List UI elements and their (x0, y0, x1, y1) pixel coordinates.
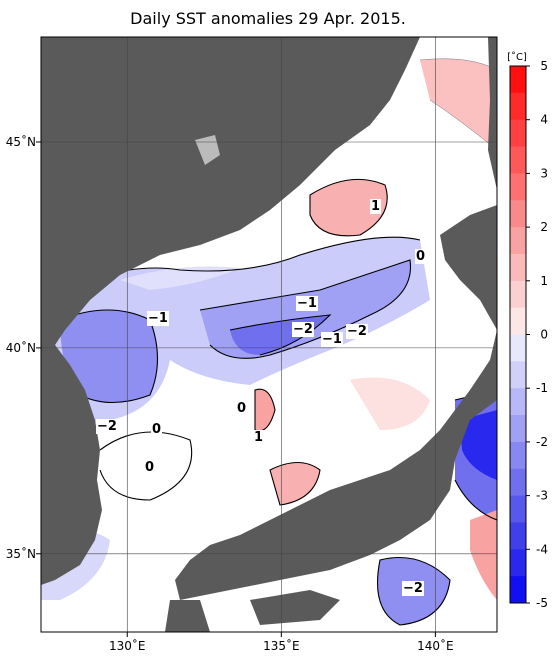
x-tick-label: 140˚E (417, 638, 454, 653)
contour-label-bg (236, 401, 248, 416)
contour-label-bg (346, 324, 368, 339)
colorbar-tick-label: 5 (540, 59, 548, 73)
x-tick-label: 135˚E (263, 638, 300, 653)
colorbar-tick-label: 0 (540, 328, 548, 342)
colorbar-band (510, 119, 526, 148)
colorbar-band (510, 227, 526, 255)
contour-label: 1 (371, 199, 380, 214)
anomaly-field (41, 58, 497, 625)
contour-label: 0 (145, 460, 154, 475)
map-panel: 1 0 −1 −1 −2 −1 −2 −2 0 1 0 0 −2 −2 (41, 37, 497, 632)
colorbar-tick-label: -1 (536, 381, 548, 395)
colorbar-band (510, 549, 526, 577)
colorbar-band (510, 280, 526, 309)
contour-label: 1 (254, 430, 263, 445)
colorbar-band (510, 576, 526, 604)
colorbar-band (510, 495, 526, 523)
colorbar-tick-label: 4 (540, 113, 548, 127)
contour-label: −2 (97, 419, 117, 434)
contour-label-bg (147, 311, 169, 326)
contour-label-bg (144, 460, 156, 475)
contour-label: −1 (297, 296, 317, 311)
x-tick-label: 130˚E (109, 638, 146, 653)
contour-label: 0 (152, 422, 161, 437)
contour-label-bg (292, 322, 314, 337)
contour-label: −2 (347, 324, 367, 339)
y-tick-label: 45˚N (6, 134, 36, 149)
contour-label-bg (96, 419, 118, 434)
contour-label: 0 (416, 249, 425, 264)
contour-label-bg (370, 199, 382, 214)
colorbar-band (510, 361, 526, 389)
colorbar-band (510, 415, 526, 443)
contour-label: −1 (322, 332, 342, 347)
colorbar-unit: [˚C] (507, 51, 527, 63)
graticule (41, 37, 497, 632)
colorbar-band (510, 441, 526, 470)
colorbar-band (510, 307, 526, 335)
contour-label-bg (321, 332, 343, 347)
colorbar-tick-label: -3 (536, 489, 548, 503)
contour-label: −2 (293, 322, 313, 337)
colorbar-tick-label: -4 (536, 542, 548, 556)
contour-label-bg (253, 430, 265, 445)
map-frame (40, 36, 498, 633)
colorbar-band (510, 92, 526, 121)
colorbar-band (510, 173, 526, 201)
contour-label-bg (151, 422, 163, 437)
land (41, 37, 497, 632)
contour-labels: 1 0 −1 −1 −2 −1 −2 −2 0 1 0 0 −2 −2 (96, 199, 427, 596)
colorbar-tick-label: 1 (540, 274, 548, 288)
contour-label: −1 (148, 311, 168, 326)
y-tick-label: 35˚N (6, 546, 36, 561)
colorbar-band (510, 522, 526, 550)
contour-label-bg (415, 249, 427, 264)
colorbar-tick-label: 3 (540, 166, 548, 180)
colorbar-tick-label: 2 (540, 220, 548, 234)
colorbar-band (510, 146, 526, 174)
contour-label: 0 (237, 401, 246, 416)
colorbar-band (510, 200, 526, 228)
colorbar: 5 4 3 2 1 0 -1 -2 -3 -4 -5 (509, 59, 548, 610)
colorbar-band (510, 66, 526, 94)
colorbar-tick-label: -5 (536, 596, 548, 610)
colorbar-band (510, 334, 526, 362)
contour-label-bg (402, 581, 424, 596)
colorbar-band (510, 468, 526, 497)
colorbar-tick-label: -2 (536, 435, 548, 449)
contour-label: −2 (403, 581, 423, 596)
contour-label-bg (296, 296, 318, 311)
y-tick-label: 40˚N (6, 340, 36, 355)
colorbar-band (510, 253, 526, 282)
colorbar-band (510, 388, 526, 416)
title: Daily SST anomalies 29 Apr. 2015. (130, 9, 406, 28)
